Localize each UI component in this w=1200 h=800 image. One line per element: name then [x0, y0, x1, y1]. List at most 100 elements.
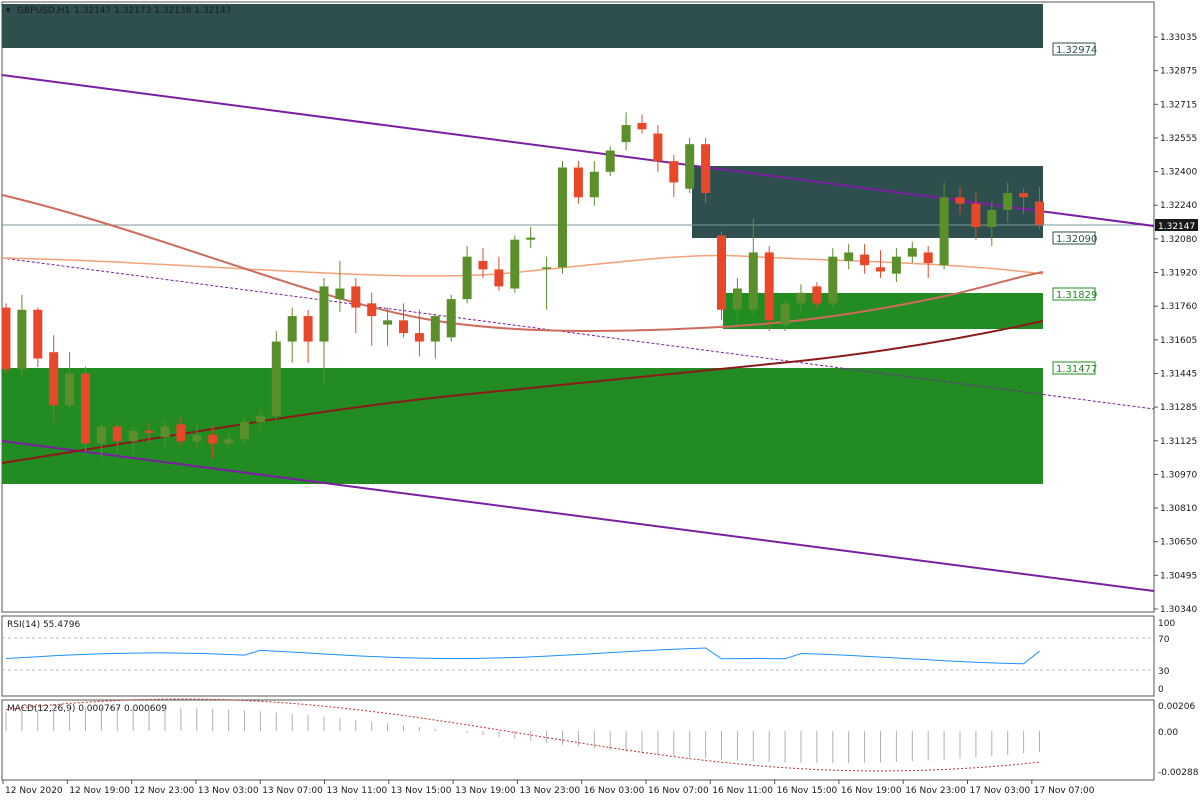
- bullish-candle[interactable]: [240, 422, 249, 440]
- bullish-candle[interactable]: [255, 415, 265, 423]
- bearish-candle[interactable]: [81, 373, 90, 444]
- bullish-candle[interactable]: [65, 373, 75, 406]
- bearish-candle[interactable]: [478, 260, 488, 270]
- bearish-candle[interactable]: [860, 254, 870, 266]
- price-tick-label: 1.32080: [1160, 235, 1197, 245]
- bearish-candle[interactable]: [144, 430, 154, 433]
- bullish-candle[interactable]: [510, 239, 520, 289]
- time-tick-label: 12 Nov 19:00: [69, 786, 130, 796]
- price-tick-label: 1.31920: [1160, 269, 1197, 279]
- bearish-candle[interactable]: [701, 144, 711, 193]
- bullish-candle[interactable]: [128, 430, 138, 442]
- bearish-candle[interactable]: [812, 286, 822, 304]
- price-tick-label: 1.31285: [1160, 403, 1197, 413]
- time-tick-label: 16 Nov 07:00: [648, 786, 709, 796]
- bullish-candle[interactable]: [271, 341, 281, 416]
- price-tick-label: 1.30650: [1160, 538, 1197, 548]
- bearish-candle[interactable]: [876, 267, 885, 272]
- price-tick-label: 1.30970: [1160, 470, 1197, 480]
- time-tick-label: 13 Nov 19:00: [455, 786, 516, 796]
- bearish-candle[interactable]: [573, 167, 583, 198]
- bearish-candle[interactable]: [414, 333, 424, 342]
- bullish-candle[interactable]: [335, 288, 345, 300]
- bearish-candle[interactable]: [176, 424, 186, 442]
- bullish-candle[interactable]: [383, 320, 393, 325]
- bearish-candle[interactable]: [33, 309, 43, 359]
- bullish-candle[interactable]: [319, 286, 329, 342]
- bearish-candle[interactable]: [653, 133, 663, 162]
- bearish-candle[interactable]: [49, 352, 59, 406]
- bullish-candle[interactable]: [542, 267, 552, 269]
- price-tick-label: 1.31125: [1160, 437, 1197, 447]
- bullish-candle[interactable]: [462, 256, 472, 300]
- time-tick-label: 17 Nov 03:00: [970, 786, 1031, 796]
- bearish-candle[interactable]: [764, 252, 774, 321]
- time-axis: 12 Nov 2020 12 Nov 19:00 12 Nov 23:00 13 No…: [2, 780, 1095, 796]
- bullish-candle[interactable]: [160, 426, 170, 438]
- bullish-candle[interactable]: [796, 292, 806, 304]
- price-tick-label: 1.31760: [1160, 302, 1197, 312]
- bullish-candle[interactable]: [1003, 193, 1013, 210]
- bullish-candle[interactable]: [446, 299, 456, 338]
- bearish-candle[interactable]: [399, 320, 408, 334]
- bullish-candle[interactable]: [780, 303, 790, 325]
- rsi-line: [5, 647, 1040, 665]
- ma-mid-line: [1, 194, 1044, 332]
- bullish-candle[interactable]: [939, 197, 949, 266]
- price-axis: 1.33035 1.32875 1.32715 1.32555 1.32400 1.322…: [1154, 33, 1197, 615]
- bullish-candle[interactable]: [589, 171, 599, 198]
- bearish-candle[interactable]: [351, 286, 361, 308]
- chart-header-arrow[interactable]: ▾: [6, 6, 11, 16]
- bearish-candle[interactable]: [1, 307, 11, 370]
- bullish-candle[interactable]: [621, 125, 631, 143]
- time-tick-label: 13 Nov 15:00: [391, 786, 452, 796]
- bullish-candle[interactable]: [828, 256, 838, 304]
- bearish-candle[interactable]: [637, 122, 647, 130]
- time-tick-label: 13 Nov 03:00: [198, 786, 259, 796]
- bullish-candle[interactable]: [287, 316, 297, 342]
- macd-tick-zero: 0.00: [1158, 728, 1178, 738]
- bullish-candle[interactable]: [17, 309, 27, 370]
- bullish-candle[interactable]: [844, 252, 854, 261]
- bearish-candle[interactable]: [112, 426, 122, 442]
- bullish-candle[interactable]: [192, 434, 202, 442]
- bullish-candle[interactable]: [558, 167, 567, 268]
- rsi-tick-top: 100: [1158, 619, 1175, 629]
- price-tick-label: 1.32400: [1160, 168, 1197, 178]
- bullish-candle[interactable]: [685, 144, 695, 189]
- bearish-candle[interactable]: [494, 269, 504, 287]
- channel-lower-line[interactable]: [1, 440, 1155, 592]
- bearish-candle[interactable]: [955, 197, 965, 204]
- bullish-candle[interactable]: [526, 237, 536, 240]
- bearish-candle[interactable]: [669, 161, 679, 183]
- svg-text:1.31829: 1.31829: [1056, 290, 1097, 301]
- bullish-candle[interactable]: [96, 426, 106, 444]
- channel-mid-dashed-line[interactable]: [1, 257, 1155, 410]
- bearish-candle[interactable]: [923, 252, 933, 264]
- bearish-candle[interactable]: [717, 235, 726, 310]
- bullish-candle[interactable]: [987, 209, 997, 227]
- bullish-candle[interactable]: [748, 252, 758, 310]
- time-tick-label: 16 Nov 15:00: [777, 786, 838, 796]
- price-tick-label: 1.32240: [1160, 201, 1197, 211]
- rsi-tick-30: 30: [1158, 667, 1170, 677]
- price-tick-label: 1.30810: [1160, 504, 1197, 514]
- bearish-candle[interactable]: [1035, 201, 1044, 225]
- bearish-candle[interactable]: [367, 303, 377, 317]
- bullish-candle[interactable]: [732, 288, 742, 310]
- bullish-candle[interactable]: [224, 439, 234, 444]
- bullish-candle[interactable]: [891, 256, 901, 274]
- bullish-candle[interactable]: [907, 248, 917, 257]
- time-tick-label: 12 Nov 23:00: [134, 786, 195, 796]
- bullish-candle[interactable]: [430, 316, 440, 342]
- macd-tick-top: 0.00206: [1158, 702, 1195, 712]
- price-tick-label: 1.32715: [1160, 100, 1197, 110]
- bearish-candle[interactable]: [303, 316, 313, 342]
- macd-signal-line: [5, 698, 1040, 772]
- svg-text:1.32147: 1.32147: [1158, 222, 1195, 232]
- bearish-candle[interactable]: [971, 203, 981, 227]
- bearish-candle[interactable]: [1019, 193, 1029, 198]
- bullish-candle[interactable]: [605, 150, 615, 172]
- bearish-candle[interactable]: [208, 434, 218, 444]
